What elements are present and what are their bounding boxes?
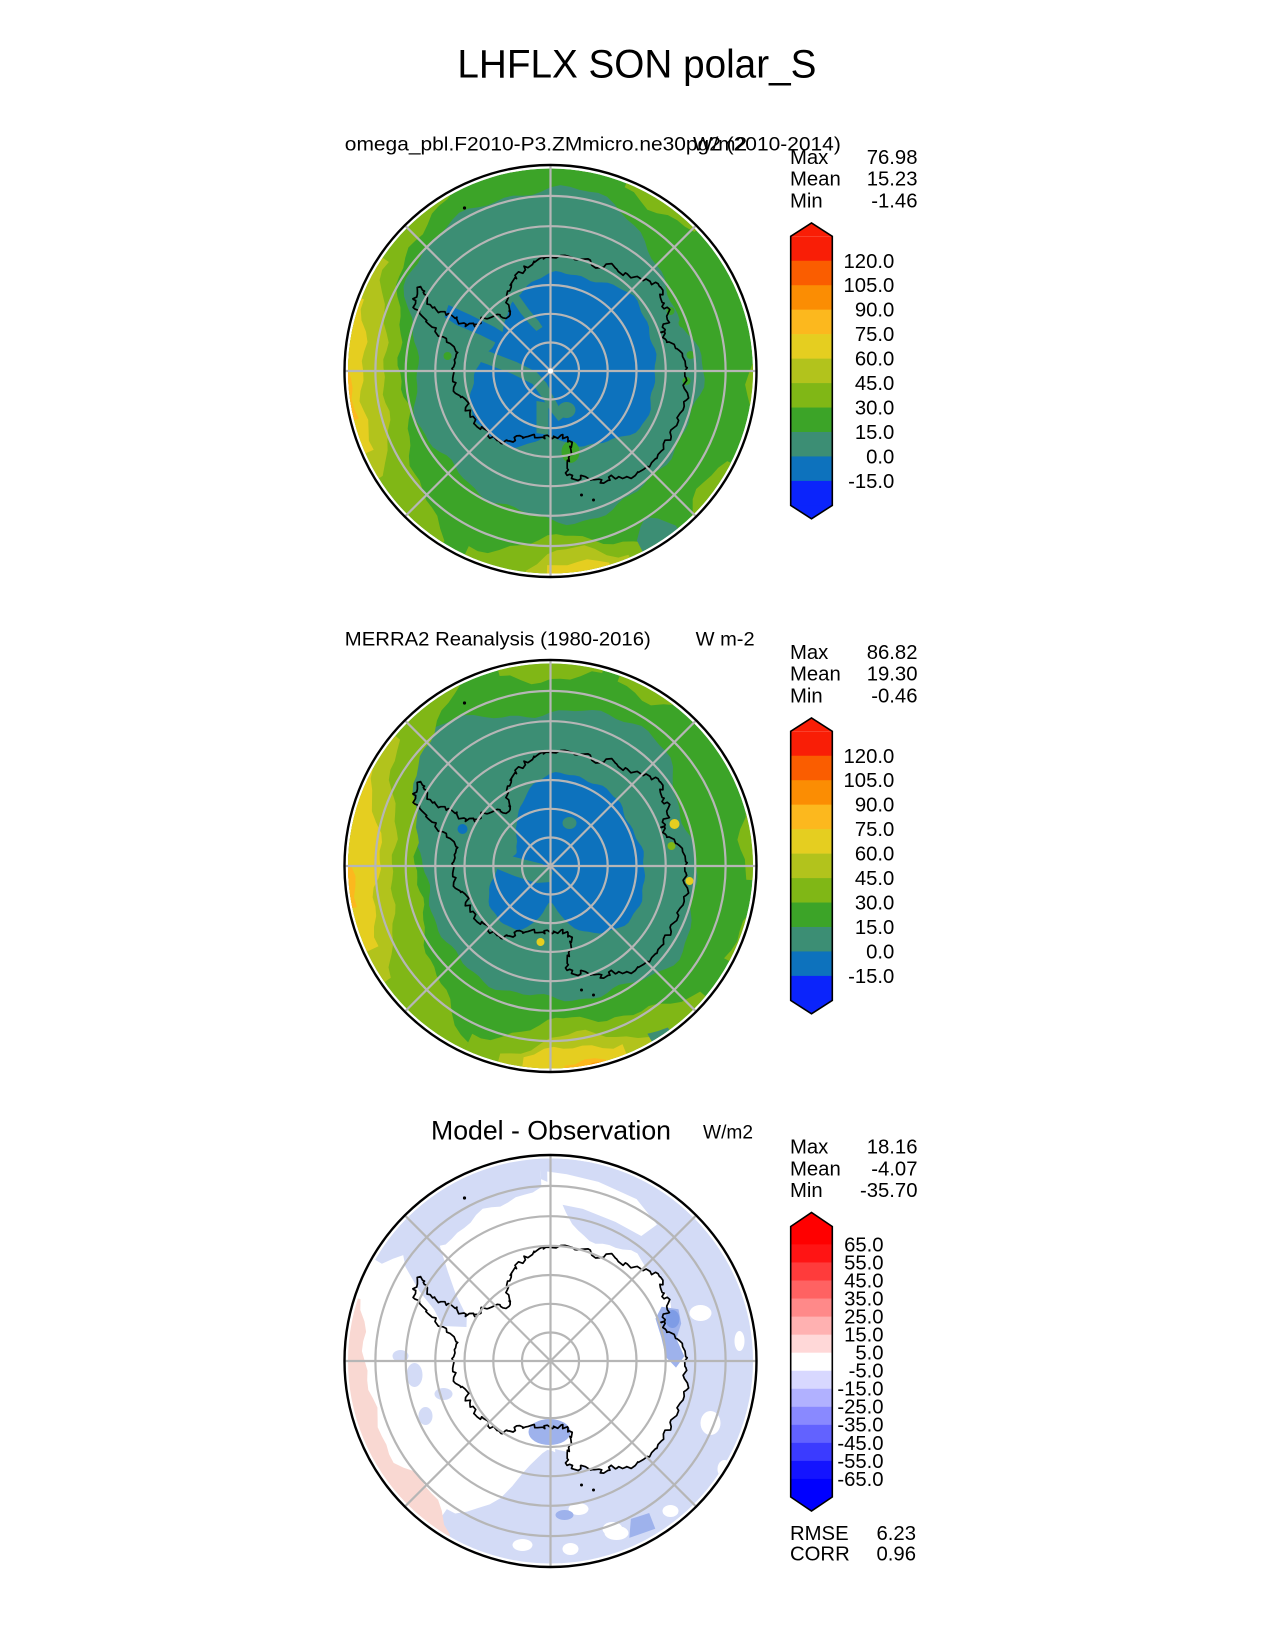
svg-text:-0.46: -0.46 — [871, 685, 917, 707]
svg-text:105.0: 105.0 — [844, 275, 895, 297]
svg-text:RMSE: RMSE — [790, 1523, 849, 1545]
svg-text:15.0: 15.0 — [844, 1325, 883, 1347]
svg-text:19.30: 19.30 — [867, 664, 918, 686]
svg-text:15.0: 15.0 — [855, 422, 894, 444]
svg-text:30.0: 30.0 — [855, 893, 894, 915]
svg-text:-5.0: -5.0 — [849, 1361, 884, 1383]
svg-text:60.0: 60.0 — [855, 844, 894, 866]
svg-text:15.0: 15.0 — [855, 917, 894, 939]
svg-text:-55.0: -55.0 — [837, 1451, 883, 1473]
svg-text:LHFLX SON polar_S: LHFLX SON polar_S — [457, 42, 816, 86]
svg-text:120.0: 120.0 — [844, 251, 895, 273]
svg-text:-4.07: -4.07 — [871, 1158, 917, 1180]
svg-text:30.0: 30.0 — [855, 398, 894, 420]
svg-text:86.82: 86.82 — [867, 642, 918, 664]
svg-text:90.0: 90.0 — [855, 300, 894, 322]
svg-text:0.96: 0.96 — [877, 1544, 916, 1566]
svg-text:45.0: 45.0 — [855, 373, 894, 395]
svg-text:MERRA2 Reanalysis (1980-2016): MERRA2 Reanalysis (1980-2016) — [345, 630, 651, 651]
svg-text:CORR: CORR — [790, 1544, 850, 1566]
svg-text:6.23: 6.23 — [877, 1523, 916, 1545]
svg-text:15.23: 15.23 — [867, 169, 918, 191]
svg-text:Model - Observation: Model - Observation — [431, 1116, 671, 1146]
svg-text:-45.0: -45.0 — [837, 1433, 883, 1455]
svg-text:-15.0: -15.0 — [848, 966, 894, 988]
svg-text:45.0: 45.0 — [844, 1271, 883, 1293]
svg-text:Mean: Mean — [790, 169, 841, 191]
svg-text:-1.46: -1.46 — [871, 190, 917, 212]
svg-text:-15.0: -15.0 — [837, 1379, 883, 1401]
svg-text:65.0: 65.0 — [844, 1234, 883, 1256]
svg-text:45.0: 45.0 — [855, 868, 894, 890]
svg-text:Mean: Mean — [790, 664, 841, 686]
svg-text:Max: Max — [790, 147, 828, 169]
svg-text:Max: Max — [790, 1137, 828, 1159]
svg-text:55.0: 55.0 — [844, 1253, 883, 1275]
svg-text:-25.0: -25.0 — [837, 1397, 883, 1419]
svg-text:W/m2: W/m2 — [693, 135, 747, 156]
svg-text:35.0: 35.0 — [844, 1289, 883, 1311]
svg-text:W m-2: W m-2 — [696, 630, 755, 651]
svg-text:Min: Min — [790, 1180, 823, 1202]
svg-text:0.0: 0.0 — [866, 446, 894, 468]
svg-text:0.0: 0.0 — [866, 941, 894, 963]
svg-text:Min: Min — [790, 190, 823, 212]
svg-text:-35.70: -35.70 — [860, 1180, 918, 1202]
svg-text:Min: Min — [790, 685, 823, 707]
svg-text:-15.0: -15.0 — [848, 471, 894, 493]
svg-text:25.0: 25.0 — [844, 1307, 883, 1329]
svg-text:omega_pbl.F2010-P3.ZMmicro.ne3: omega_pbl.F2010-P3.ZMmicro.ne30pg2 (2010… — [345, 135, 841, 156]
svg-text:75.0: 75.0 — [855, 324, 894, 346]
svg-text:Mean: Mean — [790, 1158, 841, 1180]
svg-text:75.0: 75.0 — [855, 819, 894, 841]
svg-text:120.0: 120.0 — [844, 746, 895, 768]
svg-text:-65.0: -65.0 — [837, 1469, 883, 1491]
svg-text:76.98: 76.98 — [867, 147, 918, 169]
svg-text:-35.0: -35.0 — [837, 1415, 883, 1437]
svg-text:W/m2: W/m2 — [703, 1123, 753, 1144]
svg-text:18.16: 18.16 — [867, 1137, 918, 1159]
svg-text:90.0: 90.0 — [855, 795, 894, 817]
svg-text:Max: Max — [790, 642, 828, 664]
svg-text:5.0: 5.0 — [855, 1343, 883, 1365]
svg-text:105.0: 105.0 — [844, 770, 895, 792]
svg-text:60.0: 60.0 — [855, 349, 894, 371]
